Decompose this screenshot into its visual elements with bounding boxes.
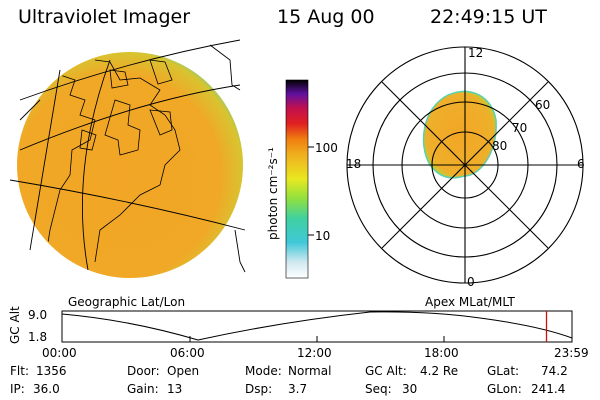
flt-value: 1356 (36, 364, 67, 378)
door-label: Door: (127, 364, 160, 378)
colorbar-unit-label: photon cm⁻²s⁻¹ (266, 147, 280, 240)
geo-grid (9, 39, 246, 273)
orbit-plot (61, 310, 573, 343)
seq-label: Seq: (365, 382, 392, 396)
dsp-value: 3.7 (288, 382, 308, 396)
lat-label-60: 60 (535, 98, 551, 112)
mlt-label-12: 12 (468, 46, 484, 60)
lat-label-70: 70 (512, 121, 528, 135)
geographic-caption: Geographic Lat/Lon (68, 295, 186, 309)
orbit-ytick-min: 1.8 (28, 330, 48, 344)
instrument-title: Ultraviolet Imager (18, 6, 191, 28)
apex-caption: Apex MLat/MLT (425, 295, 515, 309)
ip-value: 36.0 (33, 382, 60, 396)
orbit-xtick-1200: 12:00 (297, 346, 332, 360)
coastline-map (44, 59, 181, 263)
glon-value: 241.4 (531, 382, 566, 396)
color-scale-bar (285, 79, 309, 279)
glat-value: 74.2 (541, 364, 568, 378)
ip-label: IP: (10, 382, 25, 396)
gain-value: 13 (167, 382, 183, 396)
orbit-xtick-2359: 23:59 (554, 346, 589, 360)
colorbar-tick-10: 10 (315, 229, 331, 243)
orbit-xtick-1800: 18:00 (424, 346, 459, 360)
aurora-disk (17, 52, 243, 278)
mlt-label-18: 18 (346, 157, 362, 171)
mode-value: Normal (288, 364, 332, 378)
geographic-disk (9, 39, 246, 278)
colorbar-tick-100: 100 (315, 141, 338, 155)
lat-label-80: 80 (492, 139, 508, 153)
polar-plot (346, 46, 584, 284)
time-label: 22:49:15 UT (430, 6, 547, 28)
orbit-ytick-max: 9.0 (28, 308, 48, 322)
dsp-label: Dsp: (245, 382, 273, 396)
mode-label: Mode: (245, 364, 282, 378)
door-value: Open (167, 364, 200, 378)
glat-label: GLat: (487, 364, 520, 378)
mlt-label-6: 6 (577, 157, 585, 171)
gcalt-label: GC Alt: (365, 364, 407, 378)
glon-label: GLon: (487, 382, 522, 396)
flt-label: Flt: (10, 364, 29, 378)
mlt-label-0: 0 (467, 275, 475, 289)
orbit-xtick-0000: 00:00 (42, 346, 77, 360)
date-label: 15 Aug 00 (277, 6, 375, 28)
seq-value: 30 (402, 382, 418, 396)
gain-label: Gain: (127, 382, 159, 396)
orbit-axis-title: GC Alt (8, 306, 22, 344)
gcalt-value: 4.2 Re (420, 364, 459, 378)
orbit-xtick-0600: 06:00 (170, 346, 205, 360)
